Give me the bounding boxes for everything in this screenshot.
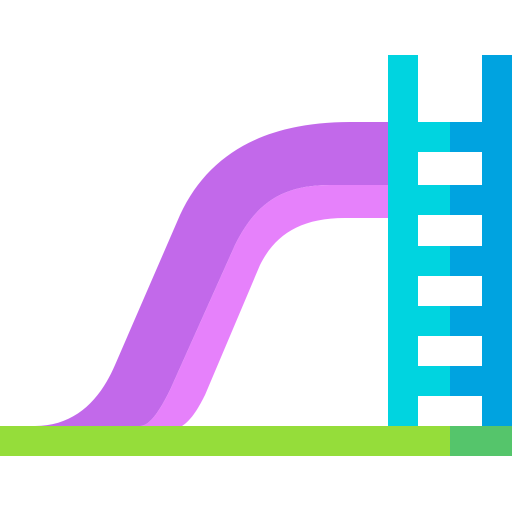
rung xyxy=(450,185,482,215)
ground-shade xyxy=(450,426,512,456)
rung xyxy=(418,246,450,276)
rung xyxy=(418,366,450,396)
ladder-left-rail xyxy=(388,55,418,426)
rung xyxy=(450,366,482,396)
rung xyxy=(418,185,450,215)
rung xyxy=(450,246,482,276)
ladder-right-rail xyxy=(482,55,512,426)
rung xyxy=(418,306,450,336)
rung xyxy=(450,122,482,152)
rung xyxy=(418,122,450,152)
slide-body xyxy=(35,122,388,426)
slide-inner xyxy=(140,185,388,426)
ground xyxy=(0,426,450,456)
ladder-rungs xyxy=(418,122,482,396)
rung xyxy=(450,306,482,336)
